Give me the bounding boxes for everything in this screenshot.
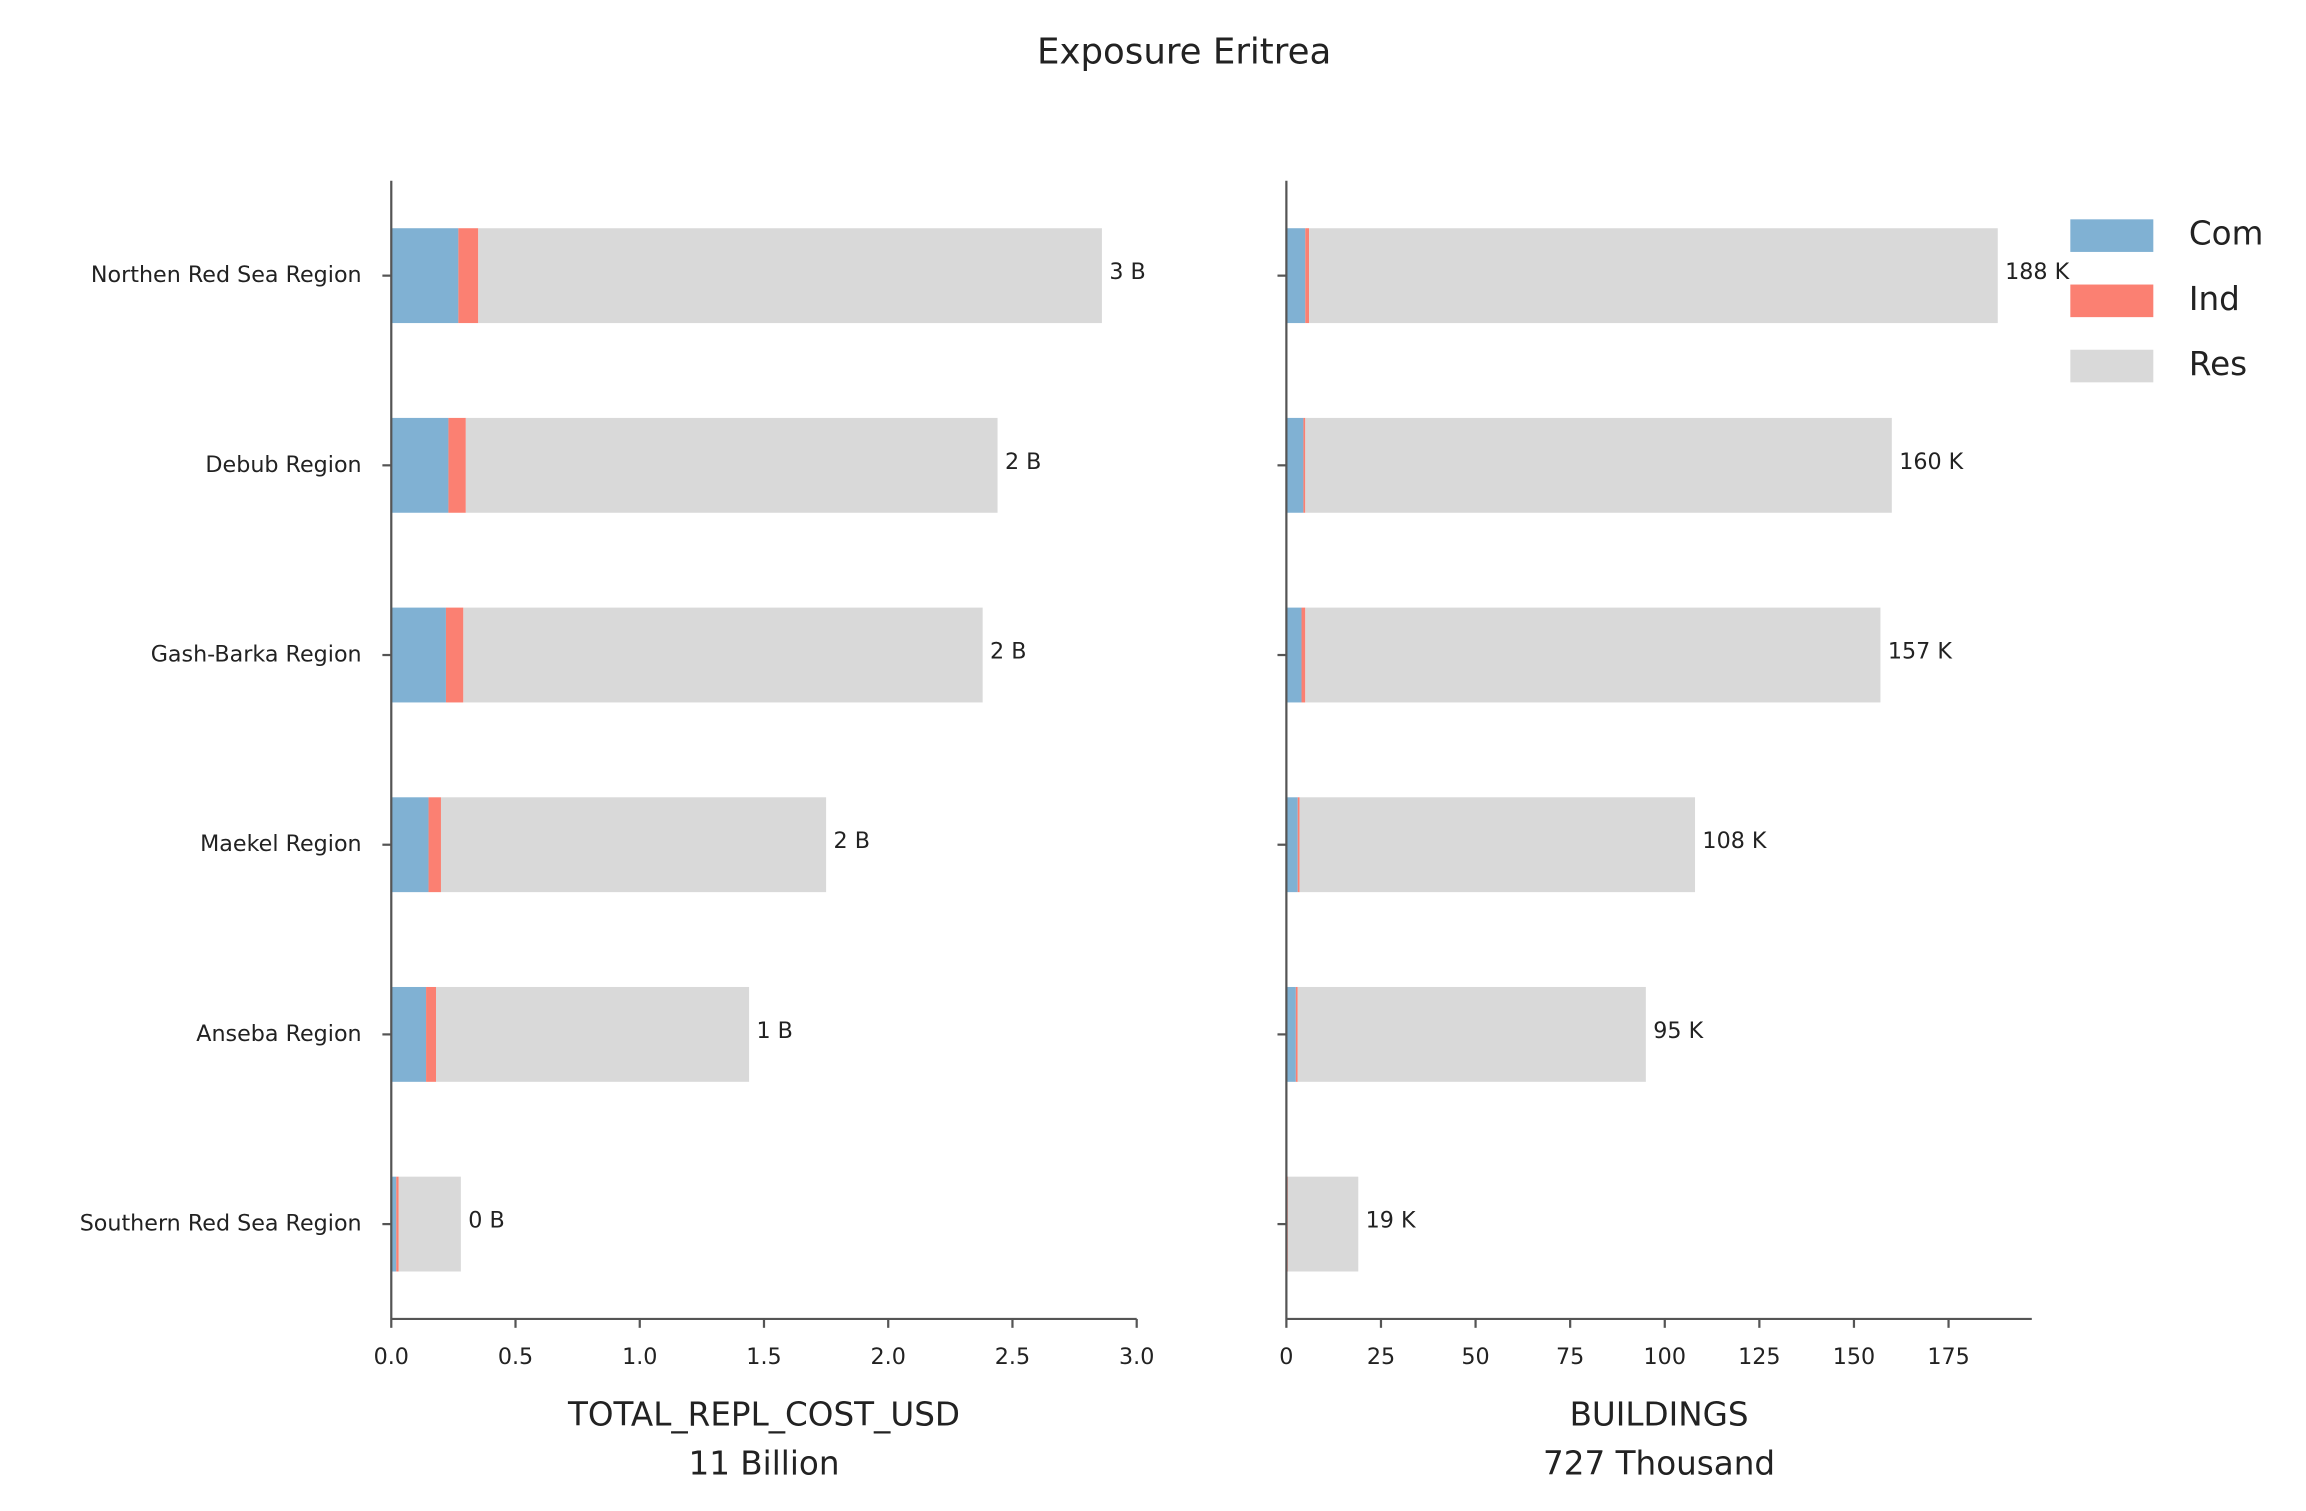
- value-label: 2 B: [834, 828, 870, 854]
- bar-segment: [478, 228, 1102, 324]
- value-label: 2 B: [990, 639, 1026, 665]
- x-tick-label: 50: [1461, 1344, 1489, 1370]
- bar-segment: [1286, 228, 1306, 324]
- legend-swatch: [2070, 219, 2154, 252]
- y-tick-label: Debub Region: [205, 452, 361, 478]
- y-tick-label: Northen Red Sea Region: [91, 262, 362, 288]
- y-tick-label: Gash-Barka Region: [151, 642, 362, 668]
- legend-swatch: [2070, 284, 2154, 318]
- bar-segment: [1305, 228, 1310, 324]
- x-tick-label: 125: [1738, 1344, 1780, 1370]
- y-tick-label: Southern Red Sea Region: [80, 1211, 362, 1237]
- x-tick-label: 0.5: [498, 1344, 533, 1370]
- bar-segment: [396, 1176, 399, 1272]
- value-label: 157 K: [1888, 639, 1953, 665]
- bar-segment: [391, 986, 427, 1082]
- bar-segment: [458, 228, 479, 324]
- bar-segment: [1287, 1176, 1359, 1272]
- bar-segment: [1299, 797, 1696, 893]
- bar-segment: [1305, 607, 1881, 703]
- x-axis-subtitle: 727 Thousand: [1543, 1445, 1775, 1483]
- x-tick-label: 175: [1927, 1344, 1969, 1370]
- value-label: 108 K: [1702, 828, 1767, 854]
- bar-segment: [440, 797, 827, 893]
- bar-segment: [1303, 417, 1306, 513]
- value-label: 95 K: [1653, 1018, 1704, 1044]
- bar-segment: [398, 1176, 461, 1272]
- x-axis-subtitle: 11 Billion: [688, 1445, 839, 1483]
- legend-label: Ind: [2189, 280, 2240, 318]
- bar-segment: [1286, 797, 1298, 893]
- bar-segment: [1297, 986, 1646, 1082]
- x-tick-label: 100: [1644, 1344, 1686, 1370]
- value-label: 2 B: [1005, 449, 1041, 475]
- bar-segment: [391, 417, 449, 513]
- bar-segment: [391, 797, 429, 893]
- legend-swatch: [2070, 349, 2154, 383]
- bar-segment: [391, 607, 446, 703]
- x-tick-label: 0: [1279, 1344, 1293, 1370]
- bar-segment: [436, 986, 750, 1082]
- x-tick-label: 150: [1833, 1344, 1875, 1370]
- value-label: 3 B: [1109, 259, 1145, 285]
- bar-segment: [1305, 417, 1892, 513]
- x-tick-label: 3.0: [1119, 1344, 1154, 1370]
- y-tick-label: Maekel Region: [200, 831, 362, 857]
- bar-segment: [1309, 228, 1998, 324]
- bar-segment: [428, 797, 441, 893]
- value-label: 188 K: [2005, 259, 2070, 285]
- y-tick-label: Anseba Region: [196, 1021, 361, 1047]
- value-label: 1 B: [756, 1018, 792, 1044]
- bar-segment: [1297, 797, 1300, 893]
- value-label: 160 K: [1899, 449, 1964, 475]
- x-tick-label: 2.0: [871, 1344, 906, 1370]
- bar-segment: [391, 1176, 397, 1272]
- value-label: 19 K: [1366, 1208, 1417, 1234]
- bar-segment: [465, 417, 998, 513]
- bar-segment: [1286, 607, 1302, 703]
- x-tick-label: 1.5: [746, 1344, 781, 1370]
- value-label: 0 B: [468, 1208, 504, 1234]
- bar-segment: [426, 986, 437, 1082]
- x-axis-title: TOTAL_REPL_COST_USD: [567, 1396, 960, 1434]
- bar-segment: [463, 607, 983, 703]
- bar-segment: [1295, 986, 1298, 1082]
- x-tick-label: 75: [1556, 1344, 1584, 1370]
- legend-label: Com: [2189, 215, 2263, 253]
- x-tick-label: 25: [1367, 1344, 1395, 1370]
- x-tick-label: 0.0: [374, 1344, 409, 1370]
- bar-segment: [1286, 986, 1296, 1082]
- x-axis-title: BUILDINGS: [1570, 1396, 1749, 1434]
- bar-segment: [1286, 417, 1304, 513]
- bar-segment: [445, 607, 464, 703]
- x-tick-label: 2.5: [995, 1344, 1030, 1370]
- legend-label: Res: [2189, 345, 2247, 383]
- chart-title: Exposure Eritrea: [1037, 31, 1331, 72]
- x-tick-label: 1.0: [622, 1344, 657, 1370]
- bar-segment: [448, 417, 466, 513]
- bar-segment: [391, 228, 459, 324]
- bar-segment: [1301, 607, 1306, 703]
